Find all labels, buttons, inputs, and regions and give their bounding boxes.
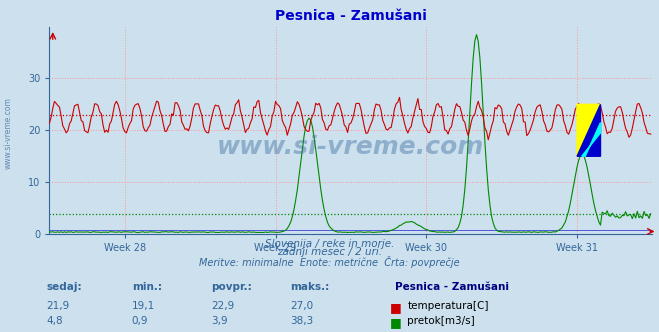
Text: povpr.:: povpr.: (211, 282, 252, 292)
Text: 19,1: 19,1 (132, 301, 155, 311)
Text: Slovenija / reke in morje.: Slovenija / reke in morje. (265, 239, 394, 249)
Polygon shape (577, 104, 600, 156)
Text: Pesnica - Zamušani: Pesnica - Zamušani (395, 282, 509, 292)
Text: www.si-vreme.com: www.si-vreme.com (3, 97, 13, 169)
Title: Pesnica - Zamušani: Pesnica - Zamušani (275, 9, 427, 23)
Text: 21,9: 21,9 (46, 301, 69, 311)
Text: ■: ■ (390, 301, 402, 314)
Text: min.:: min.: (132, 282, 162, 292)
Text: www.si-vreme.com: www.si-vreme.com (217, 135, 484, 159)
Text: ■: ■ (390, 316, 402, 329)
Text: Meritve: minimalne  Enote: metrične  Črta: povprečje: Meritve: minimalne Enote: metrične Črta:… (199, 256, 460, 268)
Text: 22,9: 22,9 (211, 301, 234, 311)
Text: 0,9: 0,9 (132, 316, 148, 326)
Polygon shape (582, 123, 600, 156)
Polygon shape (577, 104, 600, 156)
Text: sedaj:: sedaj: (46, 282, 82, 292)
Text: zadnji mesec / 2 uri.: zadnji mesec / 2 uri. (277, 247, 382, 257)
Text: 27,0: 27,0 (290, 301, 313, 311)
Text: maks.:: maks.: (290, 282, 330, 292)
Text: pretok[m3/s]: pretok[m3/s] (407, 316, 475, 326)
Text: temperatura[C]: temperatura[C] (407, 301, 489, 311)
Text: 3,9: 3,9 (211, 316, 227, 326)
Text: 38,3: 38,3 (290, 316, 313, 326)
Text: 4,8: 4,8 (46, 316, 63, 326)
